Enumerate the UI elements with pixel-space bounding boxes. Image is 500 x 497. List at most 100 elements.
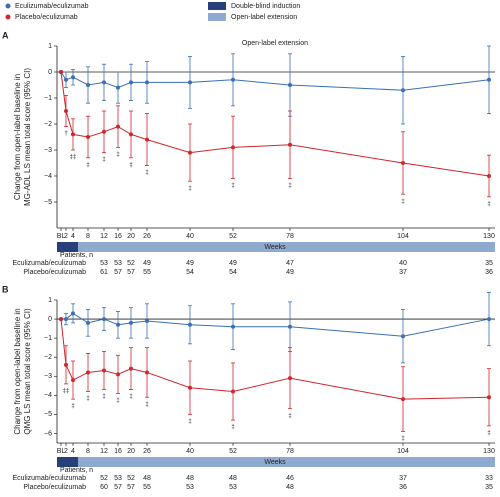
patients-count: 40 (399, 260, 407, 267)
significance-marker: ‡ (86, 396, 89, 402)
patients-count: 35 (485, 260, 493, 267)
patients-count: 61 (100, 269, 108, 276)
data-point (129, 320, 133, 325)
patients-row-label: Placebo/eculizumab (23, 269, 86, 276)
data-point (487, 174, 491, 178)
data-point (231, 77, 235, 82)
significance-marker: ‡ (188, 186, 191, 192)
significance-marker: ‡ (86, 162, 89, 168)
significance-marker: ‡ (188, 419, 191, 425)
y-tick-label: −5 (44, 199, 52, 206)
patients-count: 53 (114, 260, 122, 267)
legend-phase-swatch (208, 13, 226, 21)
data-point (116, 124, 120, 129)
patients-count: 53 (186, 484, 194, 491)
x-tick-label: 2 (64, 233, 68, 240)
data-point (64, 362, 68, 367)
y-tick-label: −6 (44, 430, 52, 437)
patients-count: 37 (399, 269, 407, 276)
series-line (61, 312, 490, 337)
x-tick-label: 2 (64, 448, 68, 455)
y-tick-label: 1 (48, 297, 52, 304)
data-point (188, 322, 192, 327)
data-point (102, 80, 106, 85)
data-point (487, 77, 491, 82)
data-point (145, 80, 149, 85)
patients-count: 49 (229, 260, 237, 267)
data-point (145, 137, 149, 142)
data-point (102, 317, 106, 322)
patients-count: 60 (100, 484, 108, 491)
legend-marker (5, 3, 11, 9)
x-axis-title: Weeks (264, 244, 286, 251)
significance-marker: ‡‡ (63, 388, 70, 394)
significance-marker: ‡ (129, 162, 132, 168)
data-point (102, 368, 106, 373)
data-point (401, 161, 405, 165)
data-point (86, 320, 90, 325)
patients-count: 36 (399, 484, 407, 491)
y-tick-label: −4 (44, 392, 52, 399)
y-tick-label: −1 (44, 335, 52, 342)
significance-marker: † (64, 131, 67, 137)
patients-count: 57 (127, 269, 135, 276)
significance-marker: ‡ (116, 398, 119, 404)
data-point (129, 80, 133, 85)
patients-count: 57 (127, 484, 135, 491)
data-point (71, 378, 75, 383)
data-point (59, 70, 63, 74)
y-tick-label: −4 (44, 173, 52, 180)
phase-bar (57, 457, 78, 467)
x-tick-label: 104 (397, 233, 409, 240)
patients-count: 48 (186, 475, 194, 482)
significance-marker: ‡ (116, 152, 119, 158)
significance-marker: ‡ (487, 430, 490, 436)
data-point (487, 317, 491, 322)
patients-count: 52 (100, 475, 108, 482)
data-point (231, 389, 235, 394)
data-point (288, 376, 292, 381)
y-tick-label: −3 (44, 147, 52, 154)
patients-count: 55 (143, 484, 151, 491)
x-tick-label: 52 (229, 233, 237, 240)
patients-count: 33 (485, 475, 493, 482)
annotation: Open-label extension (242, 40, 308, 47)
legend-label: Eculizumab/eculizumab (15, 3, 89, 10)
phase-bar (78, 457, 495, 467)
legend-label: Double-blind induction (231, 3, 300, 10)
data-point (401, 334, 405, 339)
patients-count: 57 (114, 269, 122, 276)
y-tick-label: −3 (44, 373, 52, 380)
significance-marker: ‡ (231, 183, 234, 189)
legend-label: Open-label extension (231, 14, 297, 21)
data-point (288, 324, 292, 329)
patients-count: 49 (186, 260, 194, 267)
phase-bar (78, 242, 495, 252)
y-tick-label: −2 (44, 121, 52, 128)
x-tick-label: 130 (483, 233, 495, 240)
data-point (71, 75, 75, 80)
patients-count: 53 (229, 484, 237, 491)
x-tick-label: 4 (71, 448, 75, 455)
x-tick-label: 12 (100, 233, 108, 240)
y-tick-label: −1 (44, 95, 52, 102)
patients-count: 35 (485, 484, 493, 491)
data-point (64, 109, 68, 113)
data-point (288, 142, 292, 147)
panel-label: A (2, 30, 9, 40)
x-tick-label: 40 (186, 233, 194, 240)
y-tick-label: 0 (48, 316, 52, 323)
x-tick-label: 52 (229, 448, 237, 455)
patients-count: 36 (485, 269, 493, 276)
data-point (401, 397, 405, 402)
legend-marker (5, 14, 11, 20)
x-axis-title: Weeks (264, 459, 286, 466)
significance-marker: ‡‡ (70, 155, 77, 161)
data-point (188, 80, 192, 85)
legend-label: Placebo/eculizumab (15, 14, 78, 21)
data-point (129, 132, 133, 137)
patients-count: 55 (143, 269, 151, 276)
x-tick-label: 8 (86, 448, 90, 455)
x-tick-label: 130 (483, 448, 495, 455)
significance-marker: ‡ (71, 404, 74, 410)
